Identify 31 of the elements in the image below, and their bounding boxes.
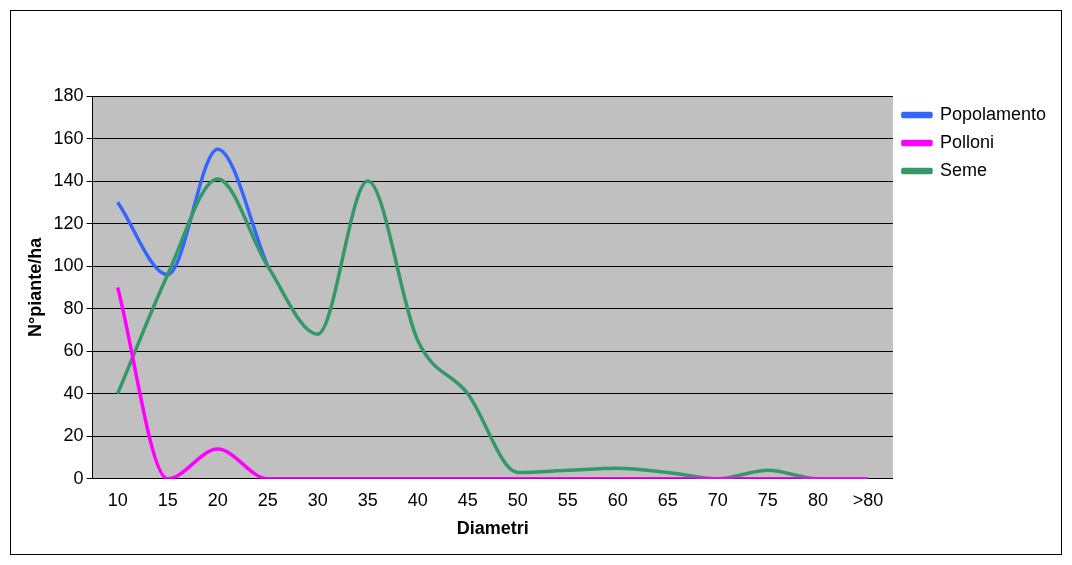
y-tick-label: 80	[63, 297, 84, 318]
x-tick-label: 45	[457, 489, 478, 510]
y-tick-label: 120	[53, 212, 84, 233]
legend-label: Popolamento	[939, 103, 1046, 124]
y-tick-label: 40	[63, 382, 84, 403]
y-axis-title: N°piante/ha	[24, 236, 45, 338]
y-tick-label: 20	[63, 425, 84, 446]
legend-label: Seme	[939, 159, 987, 180]
x-tick-label: 35	[357, 489, 378, 510]
x-tick-label: 55	[557, 489, 578, 510]
x-tick-label: 65	[657, 489, 678, 510]
legend-label: Polloni	[939, 131, 994, 152]
x-tick-label: 40	[407, 489, 428, 510]
x-tick-label: 20	[207, 489, 228, 510]
x-tick-label: 70	[707, 489, 728, 510]
x-tick-label: 80	[807, 489, 828, 510]
x-tick-label: 75	[757, 489, 778, 510]
y-tick-label: 60	[63, 340, 84, 361]
x-tick-label: 15	[157, 489, 178, 510]
x-tick-label: 50	[507, 489, 528, 510]
x-tick-label: 30	[307, 489, 328, 510]
y-tick-label: 180	[53, 84, 84, 105]
y-tick-label: 160	[53, 127, 84, 148]
x-tick-label: 10	[107, 489, 128, 510]
x-tick-label: >80	[852, 489, 884, 510]
y-tick-label: 100	[53, 255, 84, 276]
y-tick-label: 0	[73, 467, 84, 488]
x-tick-label: 60	[607, 489, 628, 510]
x-axis-title: Diametri	[456, 518, 529, 539]
y-tick-label: 140	[53, 170, 84, 191]
x-tick-label: 25	[257, 489, 278, 510]
